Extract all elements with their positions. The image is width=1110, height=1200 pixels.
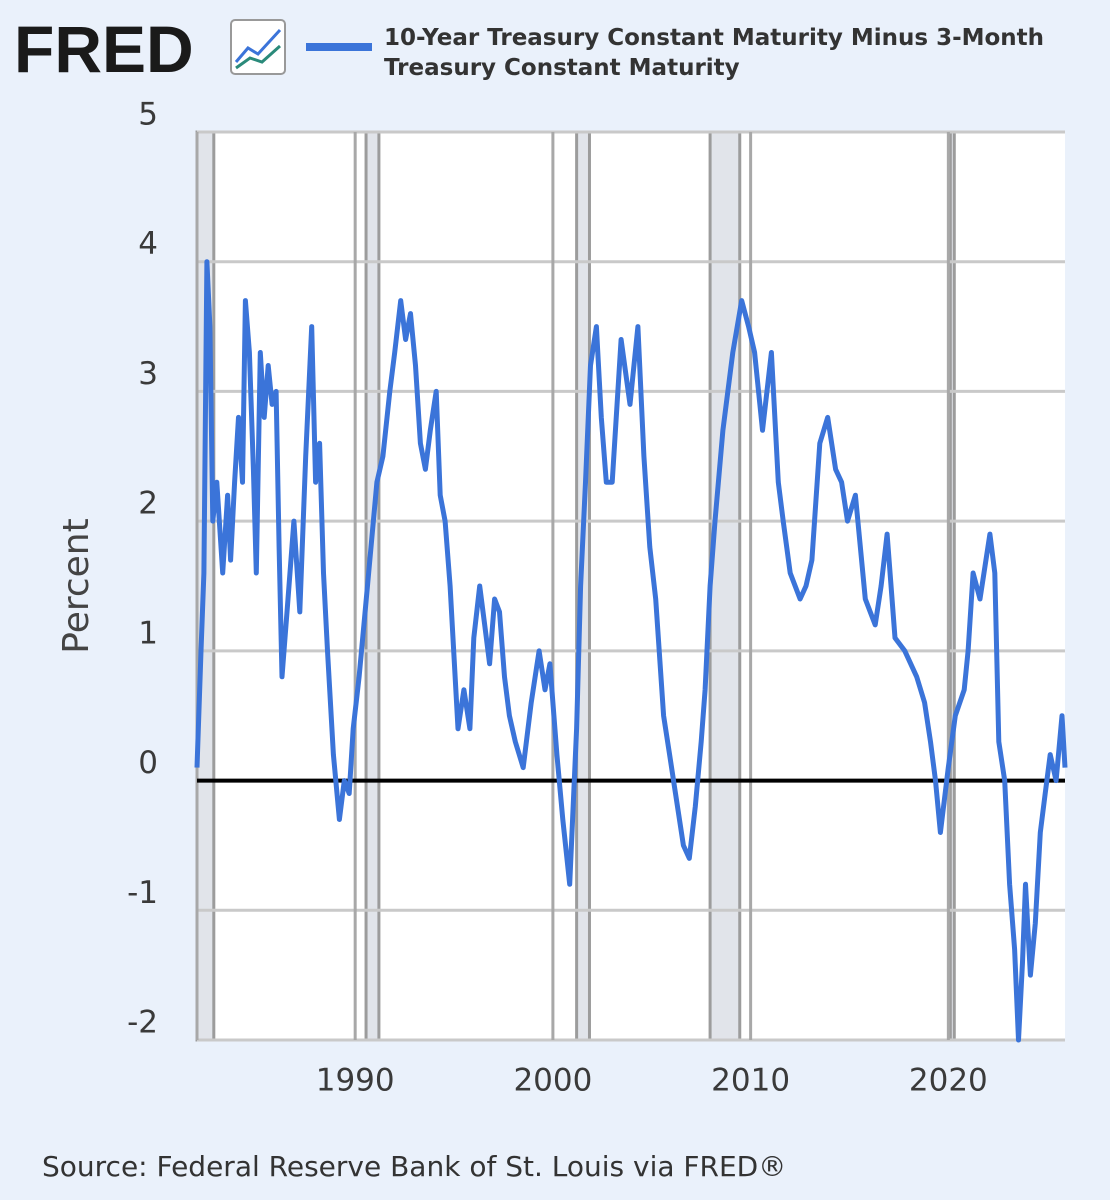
logo-icon [230,19,286,75]
data-line [194,259,1068,1043]
y-tick-label: 2 [138,486,158,522]
y-axis-label: Percent [56,518,97,653]
y-tick-label: 1 [138,615,158,651]
plot [194,130,1068,1043]
source-note: Source: Federal Reserve Bank of St. Loui… [42,1150,786,1183]
x-tick-label: 2020 [909,1063,988,1099]
y-tick-label: 3 [138,356,158,392]
y-tick-label: 5 [138,97,158,133]
x-tick-label: 2010 [711,1063,790,1099]
x-tick-label: 2000 [513,1063,592,1099]
plot-area [197,132,1065,1040]
recession-band [948,130,956,1042]
y-tick-label: 0 [138,745,158,781]
logo: FRED [14,12,194,86]
y-tick-label: -2 [127,1005,158,1041]
legend-label: 10-Year Treasury Constant Maturity Minus… [384,25,1044,81]
recession-band [708,130,742,1042]
y-tick-label: -1 [127,875,158,911]
x-tick-label: 1990 [316,1063,395,1099]
y-tick-label: 4 [138,226,158,262]
